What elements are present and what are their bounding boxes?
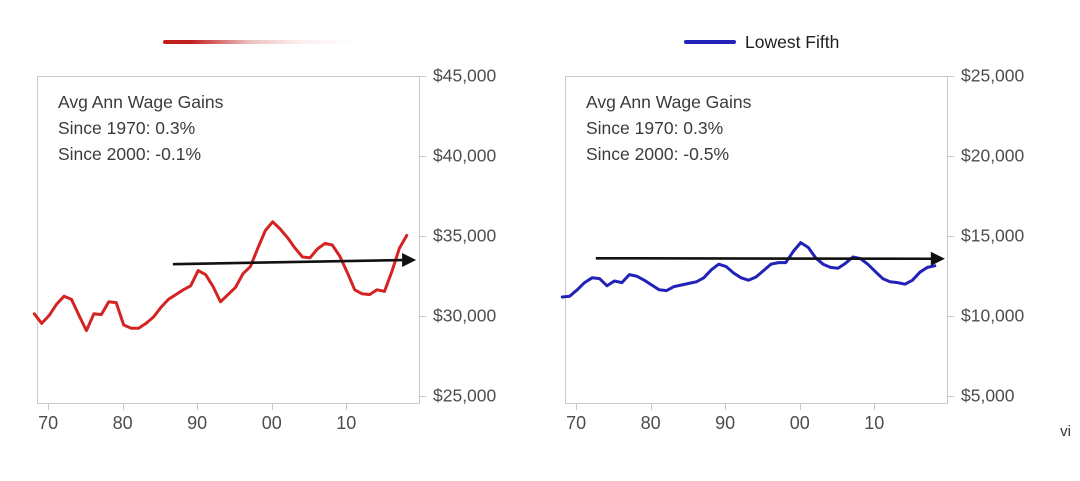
- x-tick-mark: [576, 404, 578, 410]
- legend-right-label: Lowest Fifth: [745, 31, 840, 52]
- y-tick-label: $30,000: [433, 305, 497, 326]
- y-tick-mark: [419, 236, 426, 237]
- y-tick-label: $40,000: [433, 145, 497, 166]
- line-series-svg-right: [560, 241, 945, 299]
- y-tick-label: $15,000: [961, 225, 1025, 246]
- watermark-text: vi: [1060, 423, 1071, 440]
- legend-left: [163, 33, 364, 51]
- annotation-line: Since 1970: 0.3%: [586, 118, 724, 138]
- x-tick-mark: [48, 404, 50, 410]
- red-line-fading-swatch-icon: [163, 40, 355, 44]
- trend-arrowhead-icon: [930, 251, 945, 266]
- x-tick-label: 70: [566, 413, 587, 433]
- x-tick-mark: [122, 404, 124, 410]
- x-tick-label: 80: [112, 413, 133, 433]
- x-tick-mark: [271, 404, 273, 410]
- y-tick-label: $45,000: [433, 65, 497, 86]
- x-tick-label: 80: [640, 413, 661, 433]
- y-tick-mark: [419, 156, 426, 157]
- x-tick-label: 70: [38, 413, 59, 433]
- x-tick-mark: [197, 404, 199, 410]
- annotation-right: Avg Ann Wage Gains Since 1970: 0.3% Sinc…: [586, 89, 751, 167]
- annotation-left: Avg Ann Wage Gains Since 1970: 0.3% Sinc…: [58, 89, 223, 167]
- plot-area-right: Avg Ann Wage Gains Since 1970: 0.3% Sinc…: [560, 76, 948, 404]
- annotation-line: Since 2000: -0.5%: [586, 144, 730, 164]
- y-tick-mark: [947, 396, 954, 397]
- data-line: [560, 241, 937, 299]
- y-tick-label: $35,000: [433, 225, 497, 246]
- y-tick-mark: [947, 156, 954, 157]
- y-tick-mark: [419, 316, 426, 317]
- y-tick-mark: [419, 396, 426, 397]
- x-tick-label: 00: [261, 413, 282, 433]
- x-tick-label: 90: [187, 413, 208, 433]
- annotation-line: Avg Ann Wage Gains: [58, 92, 224, 112]
- trend-arrow-line: [172, 258, 404, 266]
- x-tick-label: 10: [336, 413, 357, 433]
- x-tick-label: 90: [715, 413, 736, 433]
- y-tick-label: $25,000: [433, 385, 497, 406]
- annotation-line: Avg Ann Wage Gains: [586, 92, 752, 112]
- y-tick-label: $10,000: [961, 305, 1025, 326]
- x-tick-mark: [725, 404, 727, 410]
- legend-right: Lowest Fifth: [684, 31, 840, 52]
- y-tick-mark: [947, 76, 954, 77]
- y-tick-mark: [947, 316, 954, 317]
- annotation-line: Since 1970: 0.3%: [58, 118, 196, 138]
- y-tick-label: $25,000: [961, 65, 1025, 86]
- plot-area-left: Avg Ann Wage Gains Since 1970: 0.3% Sinc…: [32, 76, 420, 404]
- annotation-line: Since 2000: -0.1%: [58, 144, 202, 164]
- x-tick-mark: [346, 404, 348, 410]
- trend-arrowhead-icon: [402, 253, 417, 268]
- data-line: [32, 220, 409, 333]
- x-tick-label: 00: [789, 413, 810, 433]
- x-tick-mark: [799, 404, 801, 410]
- y-tick-mark: [947, 236, 954, 237]
- line-series-svg-left: [32, 220, 417, 333]
- blue-line-swatch-icon: [684, 40, 736, 44]
- y-tick-label: $5,000: [961, 385, 1015, 406]
- x-tick-mark: [874, 404, 876, 410]
- x-tick-label: 10: [864, 413, 885, 433]
- x-tick-mark: [650, 404, 652, 410]
- y-tick-mark: [419, 76, 426, 77]
- y-tick-label: $20,000: [961, 145, 1025, 166]
